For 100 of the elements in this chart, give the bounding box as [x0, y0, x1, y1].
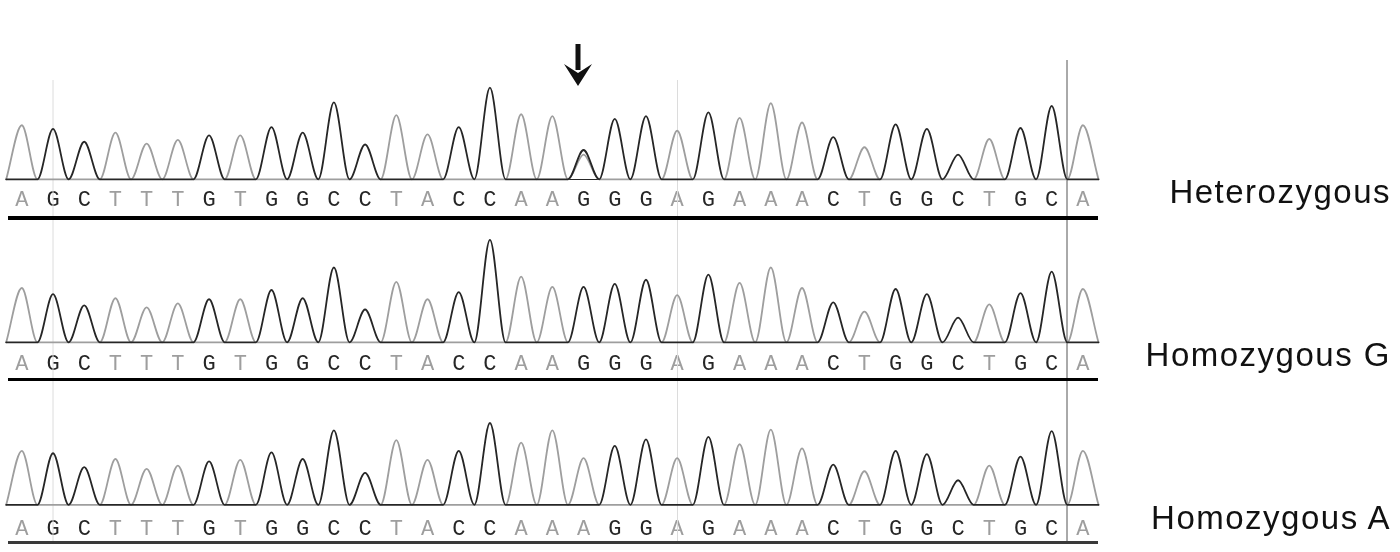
x-tick-label: T	[108, 188, 123, 214]
x-tick-label: A	[764, 351, 779, 377]
x-tick-label: C	[826, 351, 840, 377]
x-tick-label: C	[452, 516, 466, 542]
x-tick-label: G	[46, 188, 60, 214]
x-tick-label: A	[420, 351, 435, 377]
x-tick-label: T	[982, 188, 996, 214]
x-tick-label: T	[140, 188, 154, 214]
x-tick-label: G	[202, 516, 216, 542]
x-tick-label: C	[1045, 351, 1059, 377]
x-tick-label: A	[514, 351, 529, 377]
y2-axis-title: Homozygous G	[1145, 335, 1391, 376]
x-tick-label: T	[233, 351, 247, 377]
x-tick-label: G	[1013, 516, 1028, 542]
x-tick-label: G	[920, 188, 934, 214]
x-tick-label: T	[982, 351, 996, 377]
x-tick-label: G	[889, 351, 903, 377]
x-tick-label: C	[483, 351, 497, 377]
x-tick-label: G	[46, 351, 60, 377]
x-tick-label: G	[889, 516, 903, 542]
x-tick-label: G	[920, 516, 934, 542]
x-tick-label: T	[171, 188, 185, 214]
x-tick-label: G	[608, 516, 622, 542]
x-tick-label: G	[264, 188, 279, 214]
x-tick-label: G	[264, 516, 279, 542]
x-tick-label: A	[545, 188, 560, 214]
x-tick-label: C	[452, 351, 466, 377]
x-tick-label: T	[171, 351, 185, 377]
x-tick-label: G	[639, 188, 653, 214]
x-tick-label: A	[1076, 351, 1091, 377]
x-tick-label: A	[795, 516, 810, 542]
x-tick-label: G	[1013, 351, 1028, 377]
x-tick-label: A	[15, 188, 30, 214]
x-tick-label: A	[733, 188, 747, 214]
x-tick-label: G	[202, 351, 216, 377]
x-tick-label: A	[576, 516, 591, 542]
x-tick-label: A	[15, 351, 30, 377]
x-tick-label: C	[77, 516, 91, 542]
x-tick-label: A	[764, 188, 779, 214]
x-tick-label: T	[389, 351, 403, 377]
x-tick-label: T	[233, 516, 247, 542]
x-tick-label: A	[764, 516, 779, 542]
x-tick-label: C	[358, 351, 372, 377]
x-tick-label: G	[608, 188, 622, 214]
x-tick-label: G	[889, 188, 903, 214]
x-tick-label: C	[358, 516, 372, 542]
x-tick-label: G	[639, 351, 653, 377]
x-tick-label: G	[576, 188, 591, 214]
x-tick-label: C	[1045, 516, 1059, 542]
x-tick-label: G	[701, 351, 715, 377]
x-tick-label: G	[701, 516, 715, 542]
x-tick-label: A	[420, 516, 435, 542]
x-tick-label: G	[202, 188, 216, 214]
x-tick-label: T	[389, 516, 403, 542]
x-tick-label: A	[545, 516, 560, 542]
x-tick-label: C	[327, 351, 341, 377]
x-tick-label: G	[576, 351, 591, 377]
x-tick-label: C	[951, 516, 965, 542]
x-tick-label: T	[140, 516, 154, 542]
x-tick-label: C	[358, 188, 372, 214]
x-tick-label: T	[857, 351, 872, 377]
x-tick-label: G	[701, 188, 715, 214]
x-tick-label: G	[296, 351, 310, 377]
x-tick-label: C	[1045, 188, 1059, 214]
x-tick-label: T	[233, 188, 247, 214]
x-tick-label: T	[857, 188, 872, 214]
x-tick-label: C	[77, 351, 91, 377]
x-tick-label: G	[639, 516, 653, 542]
x-tick-label: T	[857, 516, 872, 542]
x-tick-label: A	[15, 516, 30, 542]
x-tick-label: G	[608, 351, 622, 377]
x-tick-label: C	[327, 188, 341, 214]
x-tick-label: G	[920, 351, 934, 377]
x-tick-label: T	[108, 516, 123, 542]
x-tick-label: T	[140, 351, 154, 377]
x-tick-label: G	[296, 188, 310, 214]
y2-axis-title: Heterozygous	[1169, 172, 1391, 213]
x-tick-label: A	[1076, 516, 1091, 542]
x-tick-label: A	[733, 351, 747, 377]
x-tick-label: C	[951, 351, 965, 377]
x-tick-label: A	[733, 516, 747, 542]
x-tick-label: A	[514, 188, 529, 214]
x-tick-label: C	[483, 188, 497, 214]
x-tick-label: C	[452, 188, 466, 214]
x-tick-label: A	[795, 351, 810, 377]
x-tick-label: A	[795, 188, 810, 214]
x-tick-label: C	[826, 188, 840, 214]
x-tick-label: T	[108, 351, 123, 377]
x-tick-label: G	[1013, 188, 1028, 214]
x-tick-label: A	[420, 188, 435, 214]
x-tick-label: G	[296, 516, 310, 542]
x-tick-label: C	[483, 516, 497, 542]
y2-axis-title: Homozygous A	[1151, 497, 1391, 538]
x-tick-label: A	[1076, 188, 1091, 214]
x-tick-label: C	[77, 188, 91, 214]
x-tick-label: A	[545, 351, 560, 377]
x-tick-label: C	[951, 188, 965, 214]
x-tick-label: T	[982, 516, 996, 542]
x-tick-label: G	[264, 351, 279, 377]
x-tick-label: C	[327, 516, 341, 542]
